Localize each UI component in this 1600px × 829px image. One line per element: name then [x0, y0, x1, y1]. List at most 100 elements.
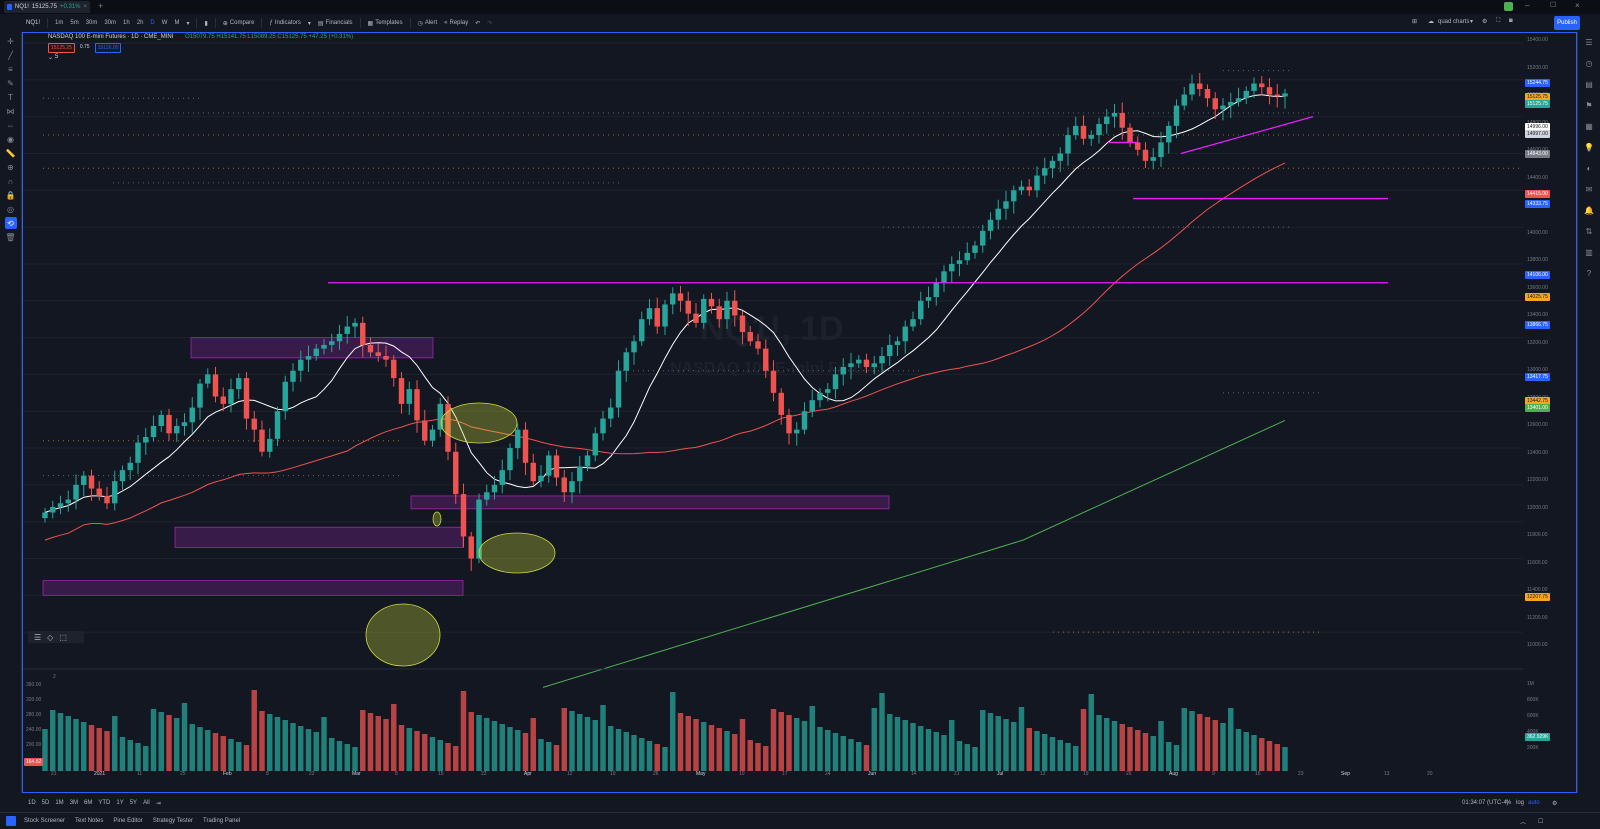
- maximize-icon[interactable]: ☐: [1550, 2, 1557, 9]
- price-axis[interactable]: 15400.0015200.0015000.0014800.0014600.00…: [1523, 33, 1576, 673]
- trash-icon[interactable]: 🗑: [5, 232, 16, 242]
- chart-legend-title[interactable]: NASDAQ 100 E-mini Futures · 1D · CME_MIN…: [48, 34, 174, 40]
- study-toggle[interactable]: ⌄ 5: [48, 54, 58, 61]
- chat-icon[interactable]: ✉: [1585, 184, 1593, 194]
- volume-axis[interactable]: 1M 800K 600K 400K 200K 362.929K: [1523, 675, 1576, 775]
- symbol-search[interactable]: NQ1!: [26, 20, 41, 26]
- percent-toggle[interactable]: %: [1506, 800, 1512, 806]
- ask-price[interactable]: 15126.00: [94, 43, 122, 53]
- crosshair-icon[interactable]: ✛: [7, 36, 14, 46]
- minimize-icon[interactable]: –: [1525, 1, 1530, 10]
- streams-icon[interactable]: ◐: [1586, 163, 1592, 173]
- collapse-panel-icon[interactable]: ︿: [1520, 819, 1527, 826]
- price-chart[interactable]: [23, 33, 1523, 793]
- redo-icon[interactable]: ↷: [487, 20, 493, 27]
- ideas-icon[interactable]: 💡: [1584, 142, 1594, 152]
- financials-button[interactable]: ▤ Financials: [318, 20, 353, 27]
- range-all[interactable]: All: [143, 800, 150, 806]
- interval-d[interactable]: D: [150, 20, 155, 26]
- tab-trading-panel[interactable]: Trading Panel: [203, 818, 241, 824]
- diamond-icon[interactable]: ◇: [47, 632, 54, 642]
- maximize-panel-icon[interactable]: ☐: [1538, 818, 1544, 825]
- visibility-icon[interactable]: ◎: [7, 204, 14, 214]
- list-icon[interactable]: ☰: [34, 632, 42, 642]
- undo-icon[interactable]: ↶: [475, 20, 481, 27]
- interval-1h[interactable]: 1h: [123, 20, 130, 26]
- volume-bar: [104, 731, 110, 771]
- ruler-icon[interactable]: 📏: [5, 148, 16, 158]
- zoom-icon[interactable]: ⊕: [7, 162, 14, 172]
- watchlist-icon[interactable]: ☰: [1585, 37, 1593, 47]
- close-icon[interactable]: ×: [83, 4, 87, 10]
- help-icon[interactable]: ?: [1586, 268, 1592, 278]
- bottom-panel-logo-icon[interactable]: [6, 816, 16, 826]
- frame-icon[interactable]: ⬚: [59, 632, 67, 642]
- oscillator-axis[interactable]: 360.00 320.00 280.00 240.00 200.00 164.52: [24, 680, 44, 780]
- candle-style-icon[interactable]: ▮: [204, 20, 208, 27]
- text-icon[interactable]: T: [8, 92, 13, 102]
- clock-readout[interactable]: 01:34:07 (UTC-4): [1462, 800, 1509, 806]
- interval-5m[interactable]: 5m: [70, 20, 79, 26]
- camera-icon[interactable]: ◙: [1509, 18, 1513, 24]
- hotlist-icon[interactable]: ⚑: [1585, 100, 1593, 110]
- chevron-down-icon[interactable]: ▾: [186, 20, 190, 27]
- user-avatar-icon[interactable]: [1504, 2, 1513, 11]
- layout-grid-icon[interactable]: ⊞: [1412, 19, 1418, 25]
- indicators-button[interactable]: ƒ Indicators: [269, 20, 300, 26]
- interval-30m-a[interactable]: 30m: [85, 20, 98, 26]
- pattern-icon[interactable]: ⋈: [6, 106, 15, 116]
- time-axis[interactable]: 21 2021 11 25 Feb 8 22 Mar 8 15 22 Apr 12 19 26 May 10 17…: [23, 771, 1523, 781]
- range-6m[interactable]: 6M: [84, 800, 93, 806]
- sync-drawing-icon[interactable]: ⟲: [4, 217, 17, 229]
- layout-menu-icon[interactable]: ▾: [1470, 19, 1474, 25]
- measure-icon[interactable]: ⇔: [6, 120, 15, 130]
- window-close-icon[interactable]: ×: [1575, 1, 1580, 10]
- layout-name[interactable]: quad charts: [1438, 19, 1470, 25]
- range-1y[interactable]: 1Y: [116, 800, 124, 806]
- brush-icon[interactable]: ✎: [7, 78, 14, 88]
- settings-icon[interactable]: ⚙: [1482, 19, 1488, 25]
- compare-button[interactable]: ⊕ Compare: [223, 20, 255, 27]
- alerts-icon[interactable]: ◷: [1585, 58, 1593, 68]
- axis-settings-icon[interactable]: ⚙: [1552, 800, 1558, 807]
- magnet-icon[interactable]: ∩: [7, 176, 14, 186]
- publish-button[interactable]: Publish: [1554, 16, 1580, 30]
- goto-date-icon[interactable]: ⇥: [155, 800, 161, 807]
- fib-icon[interactable]: ≡: [8, 64, 13, 74]
- notifications-icon[interactable]: 🔔: [1584, 205, 1594, 215]
- interval-1m[interactable]: 1m: [55, 20, 64, 26]
- interval-m[interactable]: M: [174, 20, 180, 26]
- range-1m[interactable]: 1M: [55, 800, 64, 806]
- tab-text-notes[interactable]: Text Notes: [75, 818, 104, 824]
- bid-price[interactable]: 15125.25: [48, 43, 75, 53]
- range-5y[interactable]: 5Y: [129, 800, 138, 806]
- range-5d[interactable]: 5D: [41, 800, 50, 806]
- trend-line-icon[interactable]: ╱: [8, 50, 13, 60]
- data-window-icon[interactable]: ▤: [1585, 79, 1593, 89]
- replay-button[interactable]: «Replay: [444, 20, 468, 26]
- interval-w[interactable]: W: [161, 20, 168, 26]
- dom-icon[interactable]: ▥: [1585, 247, 1593, 257]
- tab-pine-editor[interactable]: Pine Editor: [113, 818, 143, 824]
- log-toggle[interactable]: log: [1516, 800, 1525, 806]
- auto-toggle[interactable]: auto: [1528, 800, 1540, 806]
- tab-stock-screener[interactable]: Stock Screener: [24, 818, 66, 824]
- indicators-menu-icon[interactable]: ▾: [307, 20, 311, 27]
- fullscreen-icon[interactable]: ⛶: [1496, 18, 1501, 24]
- tab-strategy-tester[interactable]: Strategy Tester: [152, 818, 193, 824]
- volume-bar: [282, 720, 288, 771]
- calendar-icon[interactable]: ▦: [1585, 121, 1593, 131]
- order-panel-icon[interactable]: ⇅: [1585, 226, 1593, 236]
- interval-30m-b[interactable]: 30m: [104, 20, 117, 26]
- range-3m[interactable]: 3M: [69, 800, 79, 806]
- chart-tab[interactable]: NQ1! 15125.75 +0.31% ×: [4, 1, 90, 13]
- tab-price: 15125.75: [31, 4, 57, 10]
- range-1d[interactable]: 1D: [28, 800, 36, 806]
- alert-button[interactable]: ◷ Alert: [418, 20, 438, 27]
- new-tab-icon[interactable]: +: [98, 1, 104, 11]
- interval-2h[interactable]: 2h: [136, 20, 144, 26]
- templates-button[interactable]: ▦ Templates: [368, 20, 403, 27]
- lock-icon[interactable]: 🔒: [5, 190, 16, 200]
- range-ytd[interactable]: YTD: [98, 800, 111, 806]
- eye-icon[interactable]: ◉: [7, 134, 14, 144]
